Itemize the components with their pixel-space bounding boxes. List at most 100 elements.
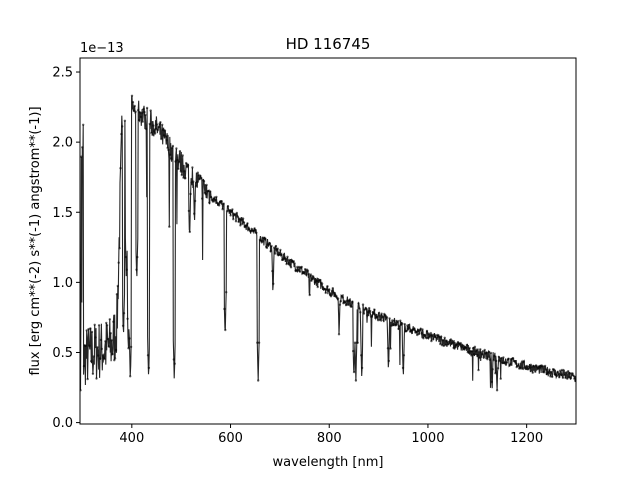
spectrum-point <box>166 146 169 150</box>
series-layer <box>80 94 576 392</box>
spectrum-point <box>413 327 416 330</box>
spectrum-point <box>487 356 490 359</box>
spectrum-point <box>467 351 470 354</box>
spectrum-point <box>289 266 293 269</box>
spectrum-point <box>361 303 365 306</box>
spectrum-point <box>479 351 483 354</box>
spectrum-point <box>156 128 159 132</box>
spectrum-point <box>179 170 183 173</box>
spectrum-point <box>200 176 203 180</box>
spectrum-point <box>238 218 241 221</box>
spectrum-point <box>245 224 248 227</box>
spectrum-point <box>439 342 442 346</box>
spectrum-point <box>115 293 119 296</box>
spectrum-point <box>562 369 565 372</box>
spectrum-point <box>415 330 418 334</box>
spectrum-point <box>272 282 275 285</box>
spectrum-point <box>217 204 221 207</box>
spectrum-point <box>408 326 411 329</box>
spectrum-point <box>419 327 422 330</box>
spectrum-point <box>121 125 124 128</box>
spectrum-point <box>155 123 159 126</box>
spectrum-point <box>389 347 392 350</box>
spectrum-point <box>543 364 547 368</box>
spectrum-point <box>221 208 224 211</box>
spectrum-point <box>502 356 505 359</box>
spectrum-point <box>240 218 243 222</box>
spectrum-point <box>197 173 200 177</box>
spectrum-point <box>319 278 322 282</box>
spectrum-point <box>165 139 168 142</box>
spectrum-point <box>358 307 361 310</box>
spectrum-point <box>376 319 380 322</box>
spectrum-point <box>119 167 122 170</box>
spectrum-point <box>246 222 249 225</box>
spectrum-point <box>176 158 179 162</box>
spectrum-point <box>113 357 117 360</box>
spectrum-point <box>432 338 435 341</box>
spectrum-point <box>323 288 326 291</box>
spectrum-point <box>563 374 566 377</box>
spectrum-point <box>256 341 259 344</box>
spectrum-point <box>237 220 240 224</box>
spectrum-point <box>143 110 146 114</box>
spectrum-point <box>120 132 123 136</box>
spectrum-point <box>529 363 533 366</box>
spectrum-point <box>421 328 424 331</box>
spectrum-point <box>304 268 307 271</box>
spectrum-point <box>154 128 158 131</box>
spectrum-point <box>465 343 469 347</box>
spectrum-point <box>477 368 480 372</box>
spectrum-point <box>196 171 199 174</box>
spectrum-point <box>312 275 315 278</box>
spectrum-point <box>446 340 449 343</box>
spectrum-point <box>130 94 134 98</box>
spectrum-point <box>105 321 108 325</box>
spectrum-point <box>223 307 226 311</box>
spectrum-point <box>141 120 144 123</box>
spectrum-point <box>163 129 167 132</box>
spectrum-point <box>186 164 190 167</box>
spectrum-point <box>478 356 481 360</box>
spectrum-point <box>352 349 355 353</box>
spectrum-point <box>160 137 163 141</box>
x-tick-label: 600 <box>218 431 243 446</box>
spectrum-point <box>228 210 231 213</box>
spectrum-point <box>209 190 212 193</box>
spectrum-point <box>357 302 360 305</box>
spectrum-point <box>551 375 554 379</box>
spectrum-point <box>97 354 100 357</box>
spectrum-point <box>191 166 194 169</box>
spectrum-point <box>80 155 83 158</box>
spectrum-point <box>558 375 561 379</box>
spectrum-point <box>129 345 133 349</box>
spectrum-point <box>387 359 390 363</box>
spectrum-points <box>80 94 576 392</box>
spectrum-point <box>178 150 182 153</box>
spectrum-point <box>431 334 434 337</box>
spectrum-point <box>100 347 104 351</box>
spectrum-point <box>169 157 173 160</box>
x-axis-label: wavelength [nm] <box>273 455 384 470</box>
spectrum-point <box>167 148 170 152</box>
spectrum-point <box>142 107 145 111</box>
plot-area <box>79 57 577 425</box>
spectrum-point <box>292 260 295 263</box>
spectrum-point <box>172 358 175 361</box>
spectrum-point <box>469 350 472 353</box>
spectrum-point <box>475 348 478 351</box>
spectrum-point <box>205 183 208 187</box>
spectrum-point <box>310 279 313 282</box>
spectrum-point <box>398 324 401 327</box>
spectrum-point <box>373 308 376 311</box>
spectrum-point <box>528 366 532 370</box>
spectrum-point <box>370 314 374 317</box>
spectrum-point <box>81 146 84 149</box>
spectrum-point <box>533 365 536 368</box>
spectrum-point <box>359 311 362 314</box>
spectrum-point <box>547 370 550 373</box>
spectrum-point <box>514 362 517 365</box>
spectrum-point <box>126 317 129 320</box>
spectrum-point <box>162 134 166 137</box>
spectrum-point <box>125 268 128 271</box>
